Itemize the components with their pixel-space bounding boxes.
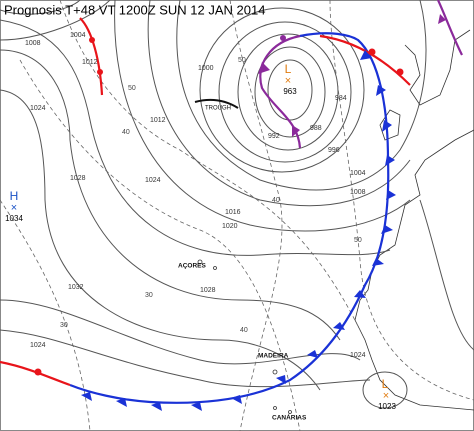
coastline: [404, 29, 471, 106]
thickness-label: 50: [238, 57, 246, 64]
warm-front-bumps: [34, 37, 404, 376]
isobar-label: 1028: [70, 175, 86, 182]
pressure-center-type: L: [382, 377, 389, 391]
trough: [194, 99, 239, 109]
place-name: CANÁRIAS: [272, 413, 307, 422]
place-name: AÇORES: [178, 263, 206, 270]
isobar-label: 1020: [222, 223, 238, 230]
occluded-front: [437, 0, 463, 56]
island: [197, 259, 203, 265]
coastline: [379, 109, 401, 141]
warm-front: [79, 17, 104, 96]
thickness-label: 40: [240, 327, 248, 334]
isobar-label: 988: [310, 125, 322, 132]
pressure-center-value: 1034: [5, 214, 23, 223]
isobar-label: 1024: [30, 105, 46, 112]
map-title: Prognosis T+48 VT 1200Z SUN 12 JAN 2014: [4, 2, 265, 17]
isobar-label: 996: [328, 147, 340, 154]
thickness-label: 50: [354, 237, 362, 244]
isobar-label: 992: [268, 133, 280, 140]
island: [272, 369, 278, 375]
center-marker: ×: [11, 202, 17, 214]
pressure-center-type: H: [10, 189, 19, 203]
thickness-label: 30: [60, 322, 68, 329]
isobar-label: 1024: [350, 352, 366, 359]
isobar-label: 1032: [68, 284, 84, 291]
cold-front-barbs: [81, 50, 396, 411]
thickness-labels: 50 40 50 40 30 30 40 50: [60, 57, 362, 334]
center-marker: ×: [383, 390, 389, 402]
pressure-center-value: 1023: [378, 402, 396, 411]
isobar-label: 1028: [200, 287, 216, 294]
isobars: [0, 0, 474, 409]
isobar-label: 1008: [25, 40, 41, 47]
isobar-label: 1024: [30, 342, 46, 349]
fronts: [0, 0, 463, 411]
place-name: MADEIRA: [258, 353, 289, 360]
thickness-label: 30: [145, 292, 153, 299]
occluded-front-symbols: [258, 14, 446, 137]
thickness-label: 50: [128, 85, 136, 92]
isobar-label: 984: [335, 95, 347, 102]
center-marker: ×: [285, 75, 291, 87]
isobar-label: 1024: [145, 177, 161, 184]
isobar-label: 1012: [150, 117, 166, 124]
island: [273, 406, 277, 410]
thickness-label: 40: [122, 129, 130, 136]
isobar-label: 1012: [82, 59, 98, 66]
isobar-label: 1000: [198, 65, 214, 72]
isobar-label: 1004: [350, 170, 366, 177]
isobar-labels: 1008 1004 1012 1024 1028 1032 1024 1000 …: [25, 32, 366, 359]
pressure-center-value: 963: [283, 87, 297, 96]
island: [288, 410, 292, 414]
island: [213, 266, 217, 270]
isobar-label: 1016: [225, 209, 241, 216]
isobar-label: 1004: [70, 32, 86, 39]
isobar-label: 1008: [350, 189, 366, 196]
front-label: TROUGH: [205, 106, 231, 112]
pressure-center-type: L: [285, 62, 292, 76]
thickness-label: 40: [272, 197, 280, 204]
